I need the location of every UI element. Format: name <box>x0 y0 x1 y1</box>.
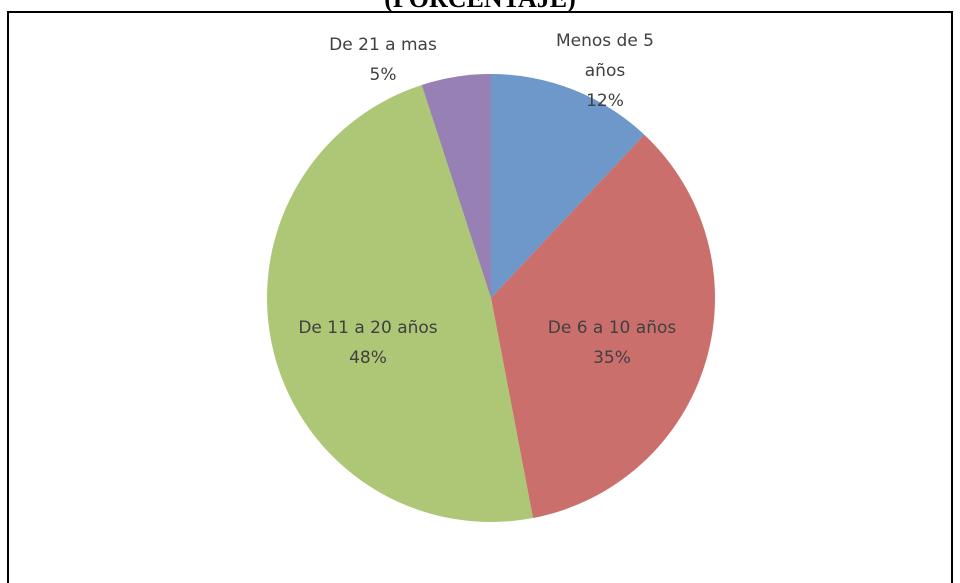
slice-value-label: 12% <box>545 86 665 116</box>
slice-label: De 6 a 10 años <box>522 313 702 343</box>
slice-label: Menos de 5 años <box>545 26 665 86</box>
slice-value-label: 35% <box>522 343 702 373</box>
chart <box>0 0 960 583</box>
slice-label: De 11 a 20 años <box>278 313 458 343</box>
page: (PORCENTAJE) Menos de 5 años12% De 6 a 10… <box>0 0 960 583</box>
slice-value-label: 5% <box>313 60 453 90</box>
slice-value-label: 48% <box>278 343 458 373</box>
slice-label: De 21 a mas <box>313 30 453 60</box>
chart-title: (PORCENTAJE) <box>0 0 960 14</box>
